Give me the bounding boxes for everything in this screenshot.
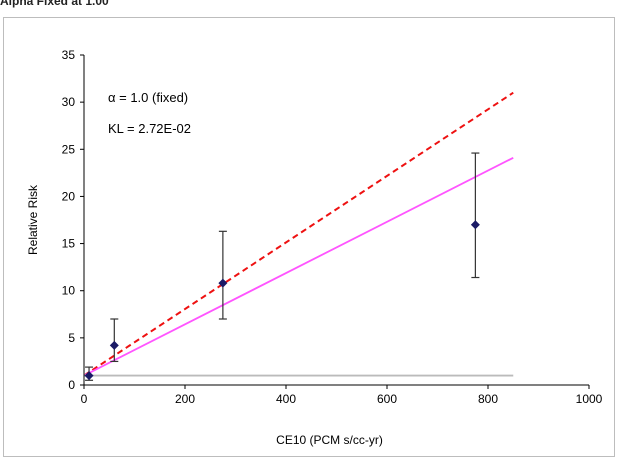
data-point [218,278,228,288]
annotation-alpha: α = 1.0 (fixed) [108,90,188,105]
figure-title: Alpha Fixed at 1.00 [0,0,109,8]
y-tick-label: 20 [62,189,76,203]
y-tick-label: 30 [62,95,76,109]
x-axis-title: CE10 (PCM s/cc-yr) [276,433,383,447]
y-tick-label: 5 [68,331,75,345]
chart-frame [3,17,615,457]
data-point [470,220,480,230]
x-tick-label: 800 [478,392,498,406]
y-tick-label: 0 [68,378,75,392]
lines-layer [83,91,514,377]
data-point [84,371,94,381]
y-axis-title: Relative Risk [26,184,40,255]
annotation-kl: KL = 2.72E-02 [108,121,191,136]
ticks-layer: 0 200 400 600 800 1000 0 5 10 15 20 25 30 35 [62,48,603,406]
x-tick-label: 0 [81,392,88,406]
y-tick-label: 35 [62,48,76,62]
y-tick-label: 15 [62,237,76,251]
axes-layer [83,55,589,386]
points-layer [84,152,480,381]
solid-fit-line [83,156,514,377]
y-tick-label: 10 [62,284,76,298]
x-tick-label: 600 [377,392,397,406]
dashed-fit-line [83,91,514,377]
x-tick-label: 200 [175,392,195,406]
data-point [109,340,119,350]
x-tick-label: 1000 [576,392,603,406]
y-tick-label: 25 [62,142,76,156]
x-tick-label: 400 [276,392,296,406]
